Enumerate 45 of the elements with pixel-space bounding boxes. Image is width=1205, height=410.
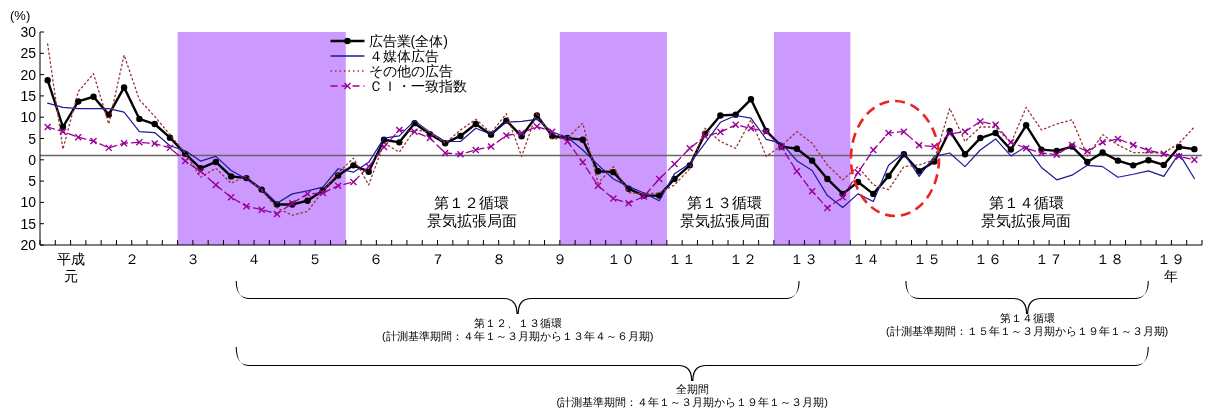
y-tick-label: 10 (20, 109, 37, 126)
text: 第１４循環 (計測基準期間：１５年１～３月期から１９年１～３月期) (885, 312, 1169, 337)
x-tick-label: 平成元 (56, 251, 85, 284)
legend-label: ＣＩ・一致指数 (368, 78, 467, 94)
y-tick-label: 10 (20, 194, 37, 211)
x-tick-label: １１ (668, 251, 697, 267)
line-series (47, 102, 1195, 209)
annotation: 第１２循環 (434, 194, 510, 212)
x-tick-label: ６ (369, 251, 384, 267)
x-tick-label: ２ (124, 251, 139, 267)
y-tick-label: 5 (28, 130, 37, 147)
text: 第１２、１３循環 (計測基準期間：４年１～３月期から１３年４～６月期) (381, 317, 654, 342)
x-tick-label: ７ (430, 251, 445, 267)
x-tick-label: １８ (1096, 251, 1125, 267)
y-tick-label: 30 (20, 24, 37, 40)
annotation: 第１３循環 (687, 194, 763, 212)
x-tick-label: １３ (790, 251, 819, 267)
x-tick-label: ９ (552, 251, 567, 267)
y-axis-title: (%) (10, 8, 31, 23)
annotation: 景気拡張局面 (981, 212, 1072, 230)
annotation: 景気拡張局面 (679, 212, 770, 230)
x-tick-label: １５ (912, 251, 941, 267)
y-tick-label: 15 (20, 215, 37, 232)
legend-label: 広告業(全体) (368, 33, 448, 49)
x-tick-label: ４ (247, 251, 262, 267)
y-tick-label: 0 (28, 151, 37, 168)
x-tick-label: ５ (308, 251, 323, 267)
annotation: 景気拡張局面 (426, 212, 517, 230)
x-tick-label: １６ (973, 251, 1002, 267)
y-tick-label: 5 (28, 173, 37, 190)
x-tick-label: ８ (491, 251, 506, 267)
legend-label: ４媒体広告 (368, 48, 439, 64)
x-tick-label: ３ (185, 251, 200, 267)
x-tick-label: １２ (729, 251, 758, 267)
x-tick-label: １４ (851, 251, 880, 267)
annotation: 第１４循環 (988, 194, 1064, 212)
x-tick-label: １０ (607, 251, 635, 267)
x-tick-label: １７ (1035, 251, 1064, 267)
y-tick-label: 25 (20, 45, 37, 62)
x-tick-label: １９年 (1157, 251, 1186, 284)
y-tick-label: 15 (20, 87, 37, 104)
text: 全期間 (計測基準期間：４年１～３月期から１９年１～３月期) (556, 383, 828, 408)
y-tick-label: 20 (20, 66, 37, 83)
y-tick-label: 20 (20, 237, 37, 253)
legend-label: その他の広告 (368, 63, 453, 79)
